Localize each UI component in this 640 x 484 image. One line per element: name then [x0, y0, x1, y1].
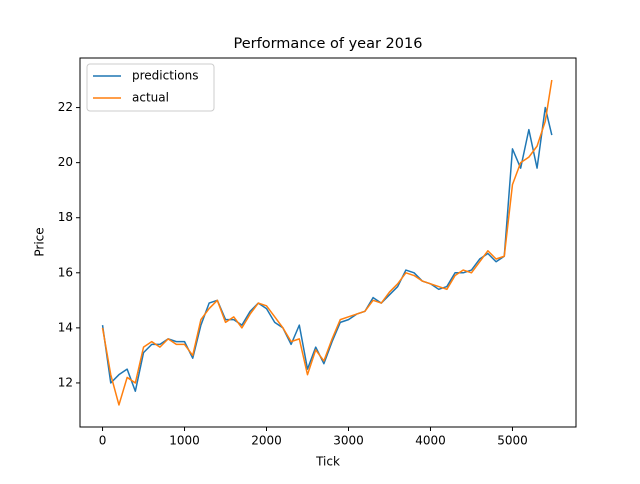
y-axis-label: Price — [33, 227, 47, 256]
x-tick-label: 0 — [99, 434, 107, 448]
series-line — [101, 79, 553, 406]
chart-title: Performance of year 2016 — [234, 36, 423, 52]
x-tick-label: 2000 — [251, 434, 282, 448]
legend-label: predictions — [132, 69, 198, 83]
x-tick-label: 3000 — [333, 434, 364, 448]
legend-label: actual — [132, 91, 169, 105]
plot-frame — [79, 57, 577, 428]
y-tick-label: 20 — [58, 155, 73, 169]
y-tick-label: 16 — [58, 265, 73, 279]
y-tick-label: 22 — [58, 100, 73, 114]
x-tick-label: 1000 — [169, 434, 200, 448]
y-tick-label: 18 — [58, 210, 73, 224]
x-tick-label: 5000 — [497, 434, 528, 448]
series-line — [101, 106, 553, 392]
y-tick-label: 14 — [58, 320, 73, 334]
x-tick-label: 4000 — [415, 434, 446, 448]
y-tick-label: 12 — [58, 375, 73, 389]
x-axis-label: Tick — [315, 455, 340, 469]
